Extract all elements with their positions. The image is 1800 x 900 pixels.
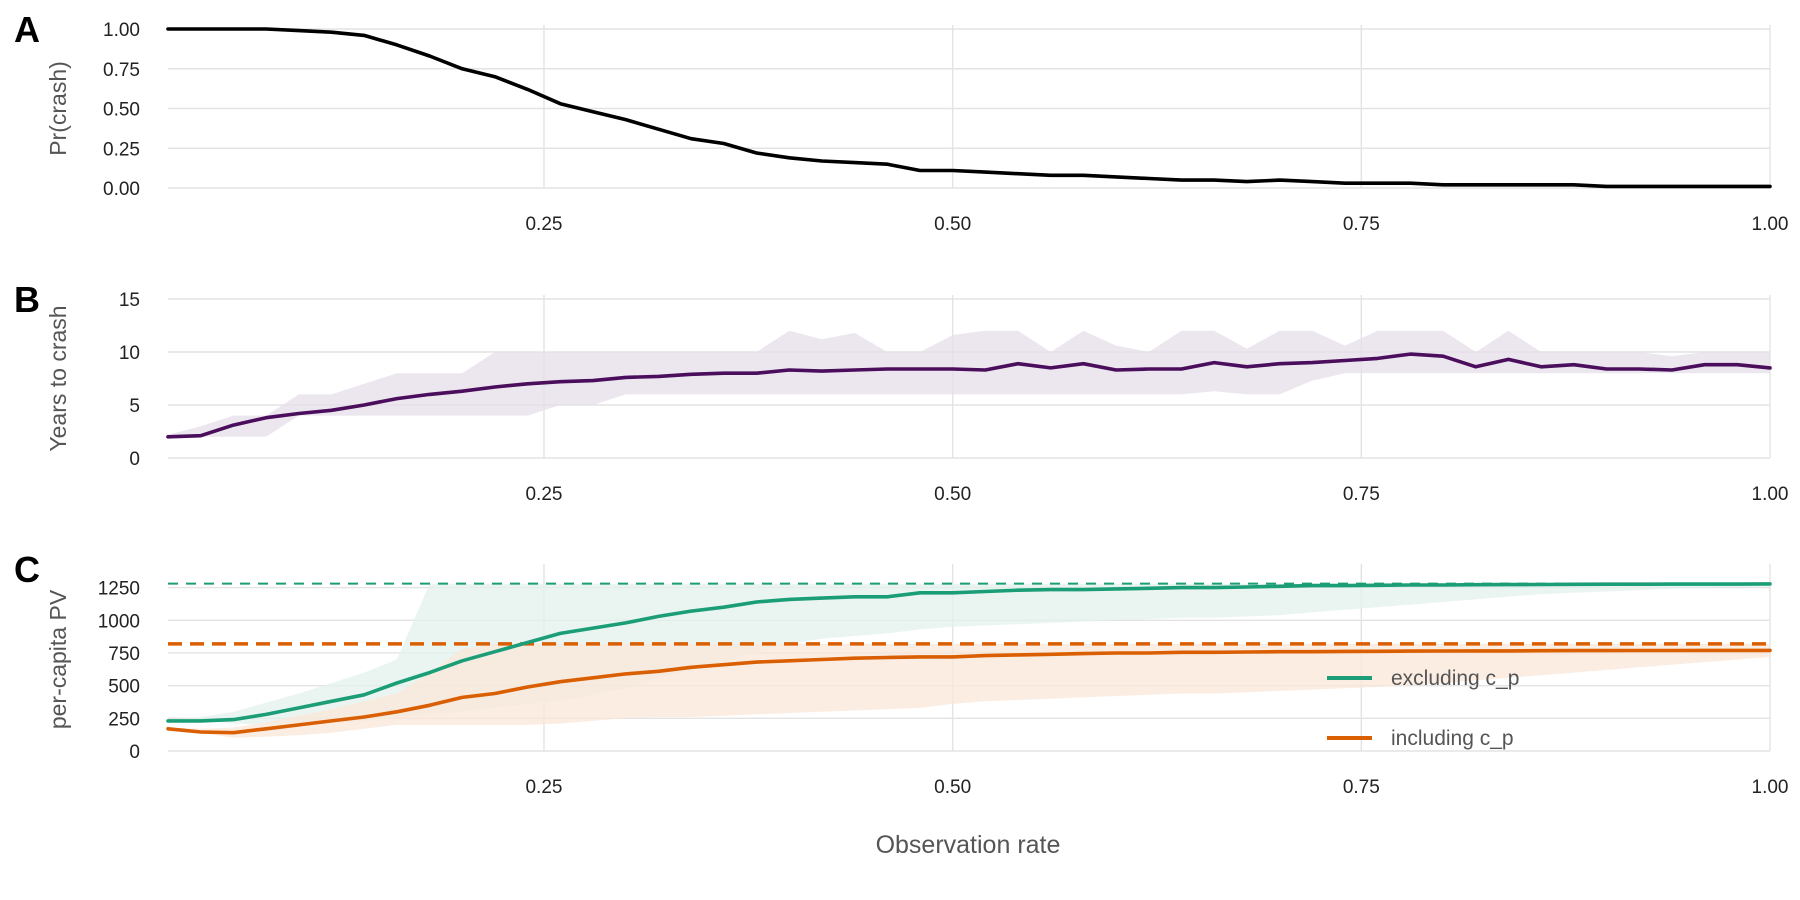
y-axis-label: Years to crash: [45, 305, 71, 451]
x-tick-label: 0.25: [525, 214, 562, 235]
y-tick-label: 0: [129, 742, 140, 763]
y-tick-label: 5: [129, 396, 140, 417]
x-tick-label: 1.00: [1752, 214, 1789, 235]
x-axis-label: Observation rate: [876, 831, 1061, 859]
x-tick-label: 0.75: [1343, 777, 1380, 798]
x-tick-label: 0.75: [1343, 214, 1380, 235]
y-tick-label: 0.50: [103, 100, 140, 121]
y-tick-label: 0.75: [103, 60, 140, 81]
panel-letter: C: [14, 549, 40, 590]
x-tick-label: 0.25: [525, 484, 562, 505]
y-tick-label: 1250: [98, 579, 140, 600]
y-tick-label: 1000: [98, 611, 140, 632]
panel-a: A 0.00 0.25 0.50 0.75 1.00 0.25 0.50 0.75 1.00 Pr(…: [14, 9, 1788, 235]
y-tick-label: 0.25: [103, 139, 140, 160]
y-tick-label: 500: [108, 677, 140, 698]
y-tick-label: 10: [119, 343, 140, 364]
panel-letter: B: [14, 279, 40, 320]
y-tick-label: 0: [129, 449, 140, 470]
legend-entry: including c_p: [1391, 727, 1514, 750]
confidence-band: [168, 330, 1770, 437]
panel-letter: A: [14, 9, 40, 50]
panel-b: B 0 5 10 15 0.25 0.50 0.75 1.00 Years to crash: [14, 279, 1788, 505]
y-tick-label: 15: [119, 290, 140, 311]
y-tick-label: 750: [108, 644, 140, 665]
x-tick-label: 0.50: [934, 484, 971, 505]
x-tick-label: 1.00: [1752, 484, 1789, 505]
panel-c: C 0 250 500 750 1000 1250 0.25 0.50 0.75 1.00 per-c…: [14, 549, 1788, 798]
series-line: [166, 352, 1772, 439]
y-tick-label: 1.00: [103, 20, 140, 41]
series-line: [166, 582, 1772, 723]
y-axis-label: per-capita PV: [45, 589, 71, 729]
confidence-band: [168, 643, 1770, 738]
series-line: [166, 27, 1772, 189]
x-tick-label: 0.50: [934, 214, 971, 235]
y-tick-label: 0.00: [103, 179, 140, 200]
x-tick-label: 0.50: [934, 777, 971, 798]
y-axis-label: Pr(crash): [45, 61, 71, 156]
legend-entry: excluding c_p: [1391, 667, 1519, 690]
x-tick-label: 0.25: [525, 777, 562, 798]
x-tick-label: 0.75: [1343, 484, 1380, 505]
x-tick-label: 1.00: [1752, 777, 1789, 798]
y-tick-label: 250: [108, 709, 140, 730]
series-line: [166, 648, 1772, 735]
